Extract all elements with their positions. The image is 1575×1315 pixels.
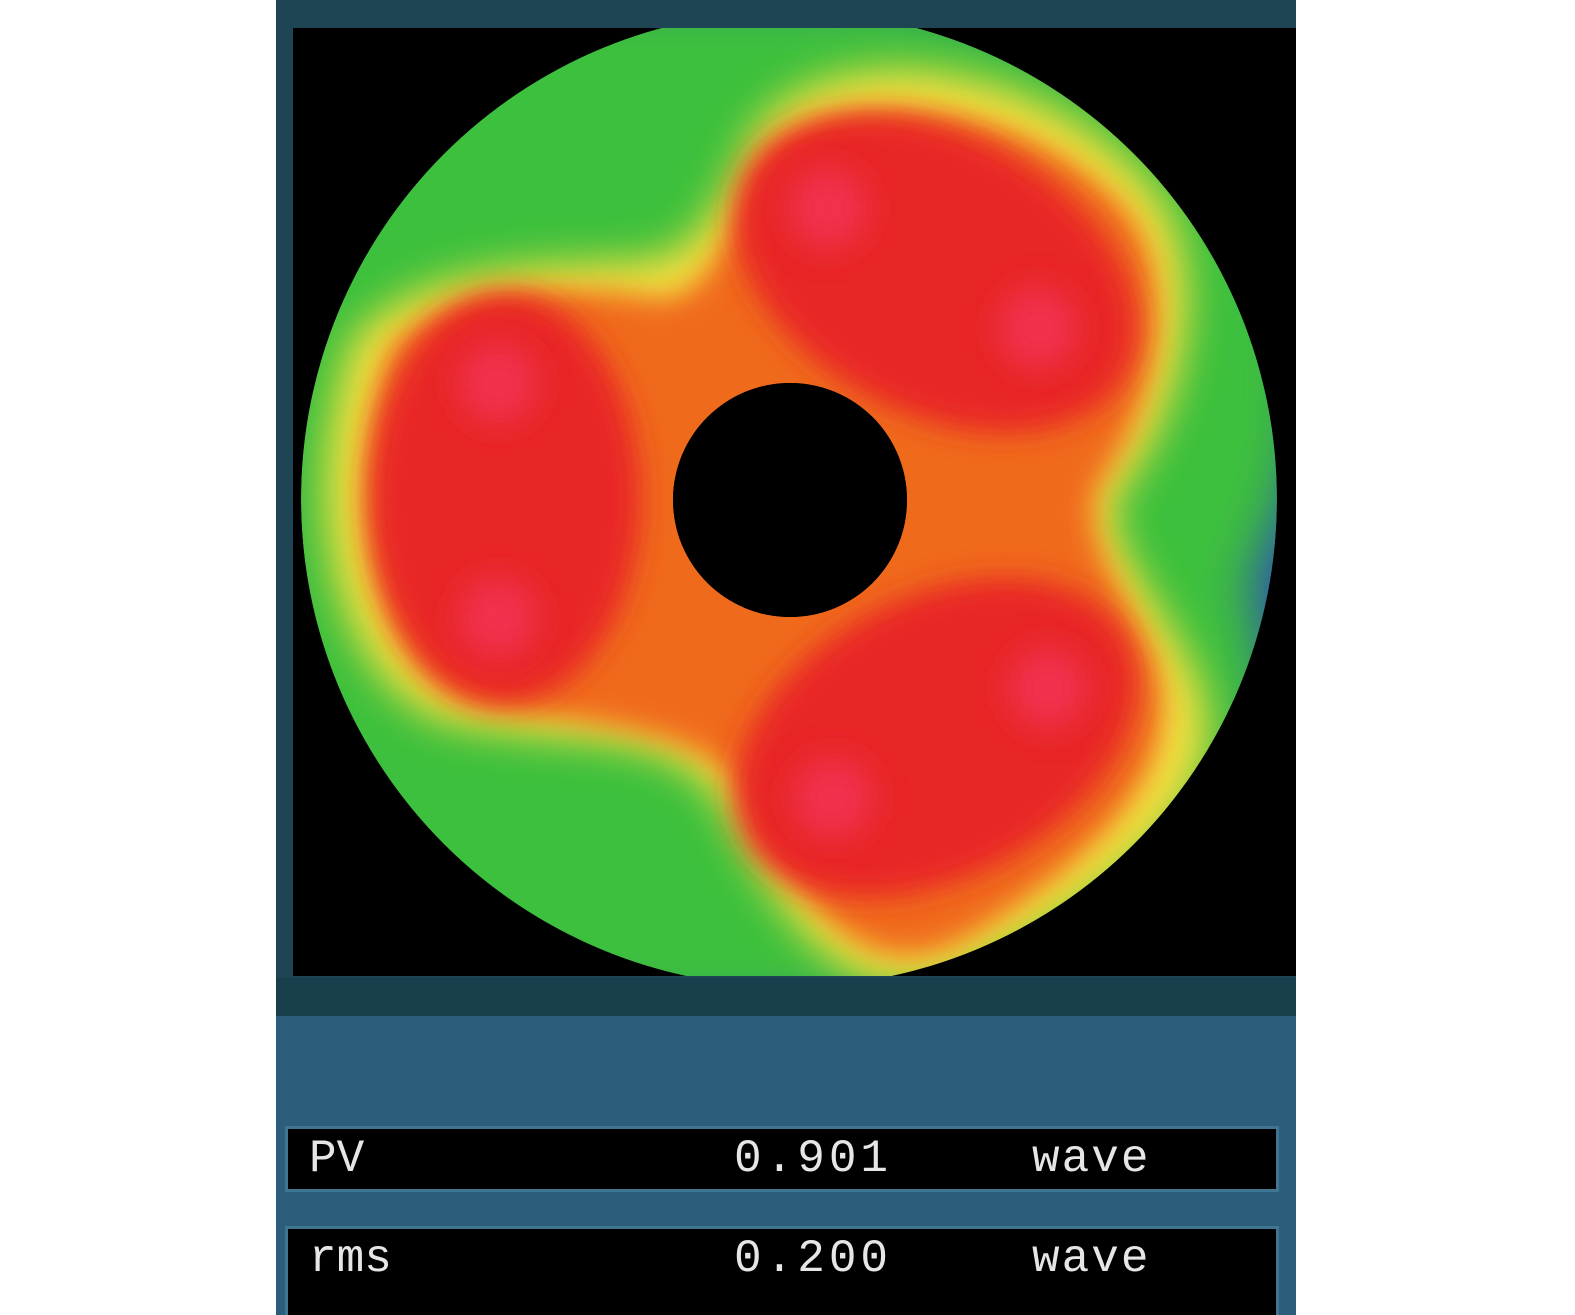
- rms-unit: wave: [1032, 1233, 1151, 1285]
- pv-value: 0.901: [734, 1133, 893, 1185]
- layer-peak: [458, 168, 1088, 838]
- wavefront-map-frame: [293, 28, 1296, 976]
- rms-readout-row: rms 0.200 wave: [285, 1226, 1279, 1315]
- pv-unit: wave: [1032, 1133, 1151, 1185]
- interferometer-panel: PV 0.901 wave rms 0.200 wave: [276, 0, 1296, 1315]
- wavefront-map: [293, 28, 1296, 976]
- rms-label: rms: [309, 1233, 392, 1285]
- pv-readout-row: PV 0.901 wave: [285, 1126, 1279, 1192]
- central-obscuration: [673, 383, 907, 617]
- pv-label: PV: [309, 1133, 365, 1185]
- rms-value: 0.200: [734, 1233, 893, 1285]
- divider-bar: [276, 978, 1296, 1016]
